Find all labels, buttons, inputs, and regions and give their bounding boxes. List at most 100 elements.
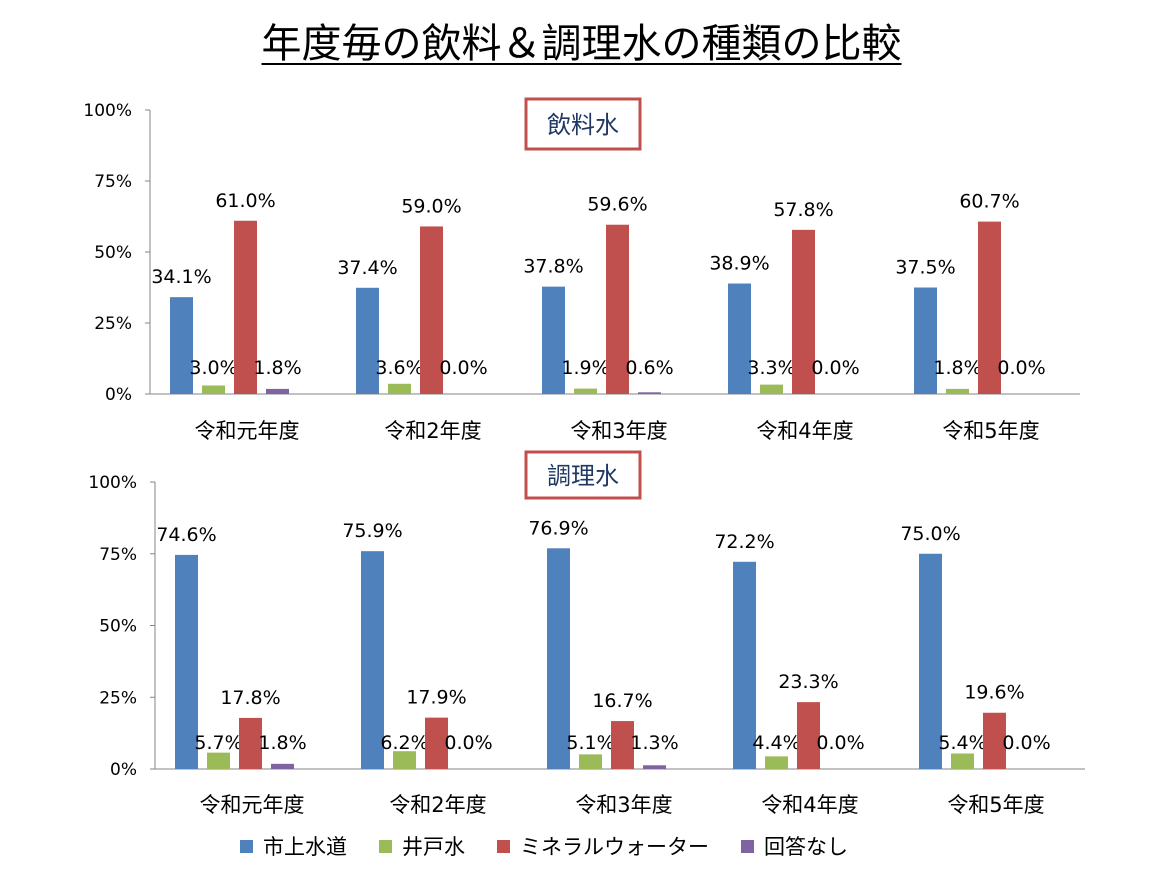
cooking-bar-mineral-water: [797, 702, 820, 769]
drinking-y-tick-label: 25%: [94, 314, 132, 334]
drinking-bar-city-water: [542, 286, 565, 394]
legend-swatch-no-answer: [741, 839, 754, 853]
drinking-bar-well-water: [202, 385, 225, 394]
drinking-data-label-mineral-water: 60.7%: [959, 191, 1019, 213]
cooking-data-label-well-water: 5.1%: [566, 732, 614, 754]
drinking-bar-well-water: [388, 383, 411, 394]
drinking-data-label-mineral-water: 59.6%: [587, 194, 647, 216]
drinking-data-label-city-water: 37.4%: [337, 257, 397, 279]
drinking-data-label-well-water: 3.3%: [747, 357, 795, 379]
cooking-bar-well-water: [207, 752, 230, 769]
cooking-chart-title: 調理水: [547, 462, 619, 490]
cooking-data-label-mineral-water: 23.3%: [778, 671, 838, 693]
drinking-bar-no-answer: [638, 392, 661, 394]
drinking-bar-city-water: [728, 283, 751, 394]
cooking-bar-mineral-water: [611, 721, 634, 769]
legend-item-mineral-water: ミネラルウォーター: [497, 831, 709, 861]
drinking-bar-mineral-water: [420, 226, 443, 394]
cooking-data-label-mineral-water: 19.6%: [964, 682, 1024, 704]
legend-label-no-answer: 回答なし: [764, 835, 848, 859]
drinking-data-label-well-water: 3.6%: [375, 357, 423, 379]
cooking-data-label-city-water: 75.9%: [342, 520, 402, 542]
drinking-data-label-no-answer: 0.6%: [625, 357, 673, 379]
drinking-bar-no-answer: [266, 388, 289, 394]
cooking-data-label-city-water: 74.6%: [156, 524, 216, 546]
cooking-data-label-well-water: 6.2%: [380, 732, 428, 754]
drinking-y-tick-label: 50%: [94, 243, 132, 263]
drinking-bar-mineral-water: [792, 229, 815, 394]
drinking-category-label: 令和5年度: [942, 419, 1039, 443]
cooking-data-label-well-water: 4.4%: [752, 732, 800, 754]
cooking-bar-well-water: [765, 756, 788, 769]
drinking-data-label-well-water: 1.9%: [561, 357, 609, 379]
cooking-bar-no-answer: [271, 763, 294, 769]
cooking-bar-city-water: [175, 554, 198, 769]
drinking-y-tick-label: 75%: [94, 172, 132, 192]
cooking-data-label-city-water: 76.9%: [528, 517, 588, 539]
cooking-bar-city-water: [547, 548, 570, 769]
drinking-data-label-mineral-water: 57.8%: [773, 199, 833, 221]
cooking-data-label-no-answer: 0.0%: [444, 732, 492, 754]
cooking-bar-well-water: [579, 754, 602, 769]
cooking-category-label: 令和4年度: [761, 793, 858, 817]
drinking-category-label: 令和元年度: [195, 419, 300, 443]
cooking-data-label-mineral-water: 17.9%: [406, 687, 466, 709]
cooking-bar-mineral-water: [239, 717, 262, 769]
cooking-data-label-no-answer: 1.3%: [630, 732, 678, 754]
cooking-data-label-mineral-water: 17.8%: [220, 687, 280, 709]
drinking-data-label-city-water: 37.8%: [523, 256, 583, 278]
drinking-bar-well-water: [946, 388, 969, 394]
cooking-y-tick-label: 50%: [99, 617, 137, 637]
drinking-data-label-well-water: 3.0%: [189, 357, 237, 379]
legend-item-no-answer: 回答なし: [741, 831, 848, 861]
legend-swatch-city-water: [240, 839, 253, 853]
drinking-bar-city-water: [356, 287, 379, 394]
drinking-data-label-city-water: 38.9%: [709, 253, 769, 275]
cooking-category-label: 令和2年度: [389, 793, 486, 817]
drinking-data-label-city-water: 37.5%: [895, 257, 955, 279]
legend-label-well-water: 井戸水: [402, 835, 465, 859]
cooking-bar-mineral-water: [425, 717, 448, 769]
drinking-data-label-no-answer: 0.0%: [439, 357, 487, 379]
page-title: 年度毎の飲料＆調理水の種類の比較: [261, 21, 902, 67]
cooking-title-box: [524, 450, 642, 500]
cooking-data-label-no-answer: 1.8%: [258, 732, 306, 754]
cooking-bar-city-water: [733, 561, 756, 769]
cooking-data-label-well-water: 5.4%: [938, 732, 986, 754]
legend-item-city-water: 市上水道: [240, 831, 347, 861]
cooking-category-label: 令和元年度: [200, 793, 305, 817]
cooking-bar-city-water: [919, 553, 942, 769]
cooking-bar-well-water: [393, 751, 416, 769]
drinking-data-label-mineral-water: 59.0%: [401, 195, 461, 217]
cooking-category-label: 令和3年度: [575, 793, 672, 817]
legend-item-well-water: 井戸水: [379, 831, 465, 861]
cooking-bar-no-answer: [643, 765, 666, 769]
cooking-bar-well-water: [951, 753, 974, 769]
cooking-data-label-well-water: 5.7%: [194, 732, 242, 754]
cooking-data-label-mineral-water: 16.7%: [592, 690, 652, 712]
drinking-category-label: 令和2年度: [384, 419, 481, 443]
drinking-bar-mineral-water: [606, 224, 629, 394]
cooking-bar-city-water: [361, 551, 384, 769]
drinking-data-label-city-water: 34.1%: [151, 266, 211, 288]
drinking-chart-title: 飲料水: [547, 111, 619, 139]
drinking-bar-city-water: [170, 297, 193, 394]
cooking-data-label-no-answer: 0.0%: [816, 732, 864, 754]
drinking-category-label: 令和4年度: [756, 419, 853, 443]
drinking-bar-well-water: [760, 384, 783, 394]
drinking-title-box: [524, 97, 642, 151]
cooking-data-label-no-answer: 0.0%: [1002, 732, 1050, 754]
cooking-y-tick-label: 100%: [88, 473, 137, 493]
drinking-y-tick-label: 100%: [83, 101, 132, 121]
drinking-y-tick-label: 0%: [105, 385, 132, 405]
cooking-bar-mineral-water: [983, 712, 1006, 769]
drinking-data-label-no-answer: 0.0%: [811, 357, 859, 379]
drinking-category-label: 令和3年度: [570, 419, 667, 443]
legend-swatch-well-water: [379, 839, 392, 853]
drinking-bar-well-water: [574, 388, 597, 394]
drinking-data-label-no-answer: 1.8%: [253, 357, 301, 379]
legend-label-city-water: 市上水道: [263, 835, 347, 859]
legend-swatch-mineral-water: [497, 839, 510, 853]
legend-label-mineral-water: ミネラルウォーター: [520, 835, 709, 859]
